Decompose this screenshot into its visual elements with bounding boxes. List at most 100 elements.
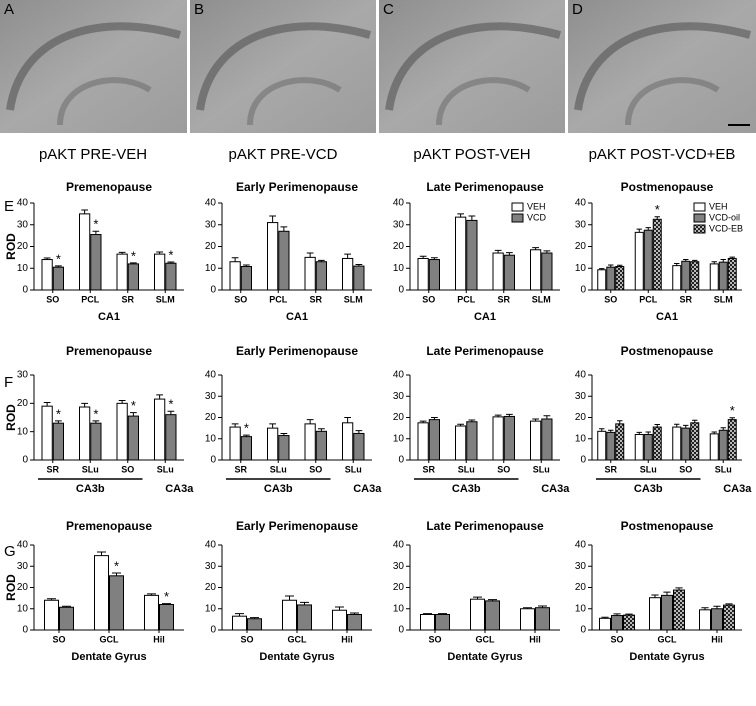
error-bar bbox=[674, 262, 680, 266]
legend-swatch bbox=[693, 202, 706, 212]
bar bbox=[466, 219, 478, 291]
y-tick-label: 30 bbox=[205, 391, 217, 402]
significance-marker: * bbox=[131, 398, 136, 413]
chart: Early Perimenopause 0 10 20 30 40 SR * SLu SO SLu C… bbox=[205, 344, 382, 495]
bar bbox=[342, 422, 354, 461]
error-bar bbox=[613, 613, 621, 616]
error-bar bbox=[306, 419, 314, 424]
error-bar bbox=[538, 605, 547, 608]
bar bbox=[353, 432, 365, 461]
x-tick-label: SR bbox=[121, 294, 134, 304]
y-tick-label: 20 bbox=[17, 398, 29, 409]
bar bbox=[282, 599, 297, 631]
error-bar bbox=[318, 259, 325, 262]
bar bbox=[535, 607, 550, 631]
legend-label: VEH bbox=[709, 201, 728, 211]
x-tick-label: SLu bbox=[458, 464, 475, 474]
error-bar bbox=[355, 430, 363, 434]
error-bar bbox=[625, 613, 633, 616]
bar bbox=[420, 613, 435, 631]
y-tick-label: 10 bbox=[575, 603, 587, 614]
bar bbox=[232, 615, 247, 631]
error-bar bbox=[543, 250, 551, 254]
error-bar bbox=[494, 414, 502, 417]
bar bbox=[718, 261, 728, 291]
x-tick-label: SLu bbox=[82, 464, 99, 474]
x-tick-label: Hil bbox=[711, 634, 723, 644]
bar bbox=[709, 433, 719, 461]
error-bar bbox=[231, 257, 239, 262]
legend-swatch bbox=[511, 202, 524, 212]
y-tick-label: 20 bbox=[393, 412, 405, 423]
error-bar bbox=[81, 209, 88, 214]
error-bar bbox=[601, 616, 609, 619]
chart-title: Early Perimenopause bbox=[236, 344, 358, 358]
error-bar bbox=[457, 213, 464, 218]
bar bbox=[315, 430, 327, 461]
chart-title: Early Perimenopause bbox=[236, 180, 358, 194]
significance-marker: * bbox=[730, 403, 735, 418]
x-group-label: CA3a bbox=[723, 483, 752, 495]
y-tick-label: 40 bbox=[575, 198, 587, 209]
x-tick-label: GCL bbox=[100, 634, 120, 644]
bar bbox=[79, 213, 91, 291]
y-tick-label: 40 bbox=[17, 540, 29, 551]
error-bar bbox=[280, 432, 288, 436]
chart: Premenopause ROD 0 10 20 30 40 SO GCL * Hil * Dentat… bbox=[4, 519, 184, 663]
error-bar bbox=[269, 423, 276, 429]
error-bar bbox=[494, 249, 502, 254]
bar bbox=[649, 597, 661, 631]
error-bar bbox=[235, 613, 244, 617]
bar bbox=[503, 415, 515, 461]
x-tick-label: Hil bbox=[153, 634, 165, 644]
error-bar bbox=[285, 595, 294, 601]
error-bar bbox=[617, 264, 623, 267]
bar bbox=[59, 606, 74, 631]
y-tick-label: 0 bbox=[580, 455, 586, 466]
significance-marker: * bbox=[168, 247, 173, 262]
error-bar bbox=[488, 599, 497, 601]
bar bbox=[690, 261, 700, 291]
error-bar bbox=[468, 419, 476, 422]
bar bbox=[606, 431, 616, 461]
y-tick-label: 0 bbox=[398, 455, 404, 466]
significance-marker: * bbox=[56, 251, 61, 266]
bar bbox=[599, 617, 611, 631]
bar bbox=[229, 426, 241, 461]
bar bbox=[428, 259, 440, 291]
y-tick-label: 30 bbox=[205, 561, 217, 572]
y-tick-label: 10 bbox=[205, 263, 217, 274]
error-bar bbox=[47, 598, 56, 601]
bar bbox=[342, 257, 354, 291]
y-tick-label: 10 bbox=[575, 263, 587, 274]
error-bar bbox=[118, 400, 126, 404]
bar bbox=[240, 266, 252, 291]
y-tick-label: 20 bbox=[17, 582, 29, 593]
caption: pAKT PRE-VEH bbox=[39, 146, 147, 163]
bar bbox=[690, 422, 700, 461]
bar bbox=[643, 229, 653, 291]
y-tick-label: 0 bbox=[210, 455, 216, 466]
chart-title: Late Perimenopause bbox=[426, 519, 544, 533]
bar bbox=[520, 608, 535, 631]
bar bbox=[278, 230, 290, 291]
x-tick-label: SO bbox=[52, 634, 65, 644]
error-bar bbox=[683, 424, 689, 429]
error-bar bbox=[711, 431, 717, 434]
error-bar bbox=[97, 551, 106, 556]
error-bar bbox=[711, 261, 717, 264]
y-tick-label: 10 bbox=[393, 603, 405, 614]
chart-title: Premenopause bbox=[66, 180, 152, 194]
error-bar bbox=[468, 215, 476, 221]
panel-letter: B bbox=[194, 1, 204, 18]
y-tick-label: 20 bbox=[393, 582, 405, 593]
bar bbox=[681, 427, 691, 461]
significance-marker: * bbox=[93, 406, 98, 421]
x-tick-label: SO bbox=[679, 464, 692, 474]
x-tick-label: SLu bbox=[533, 464, 550, 474]
bar bbox=[165, 262, 177, 291]
error-bar bbox=[729, 417, 735, 420]
bar bbox=[297, 604, 312, 631]
error-bar bbox=[457, 423, 464, 426]
error-bar bbox=[683, 259, 689, 262]
